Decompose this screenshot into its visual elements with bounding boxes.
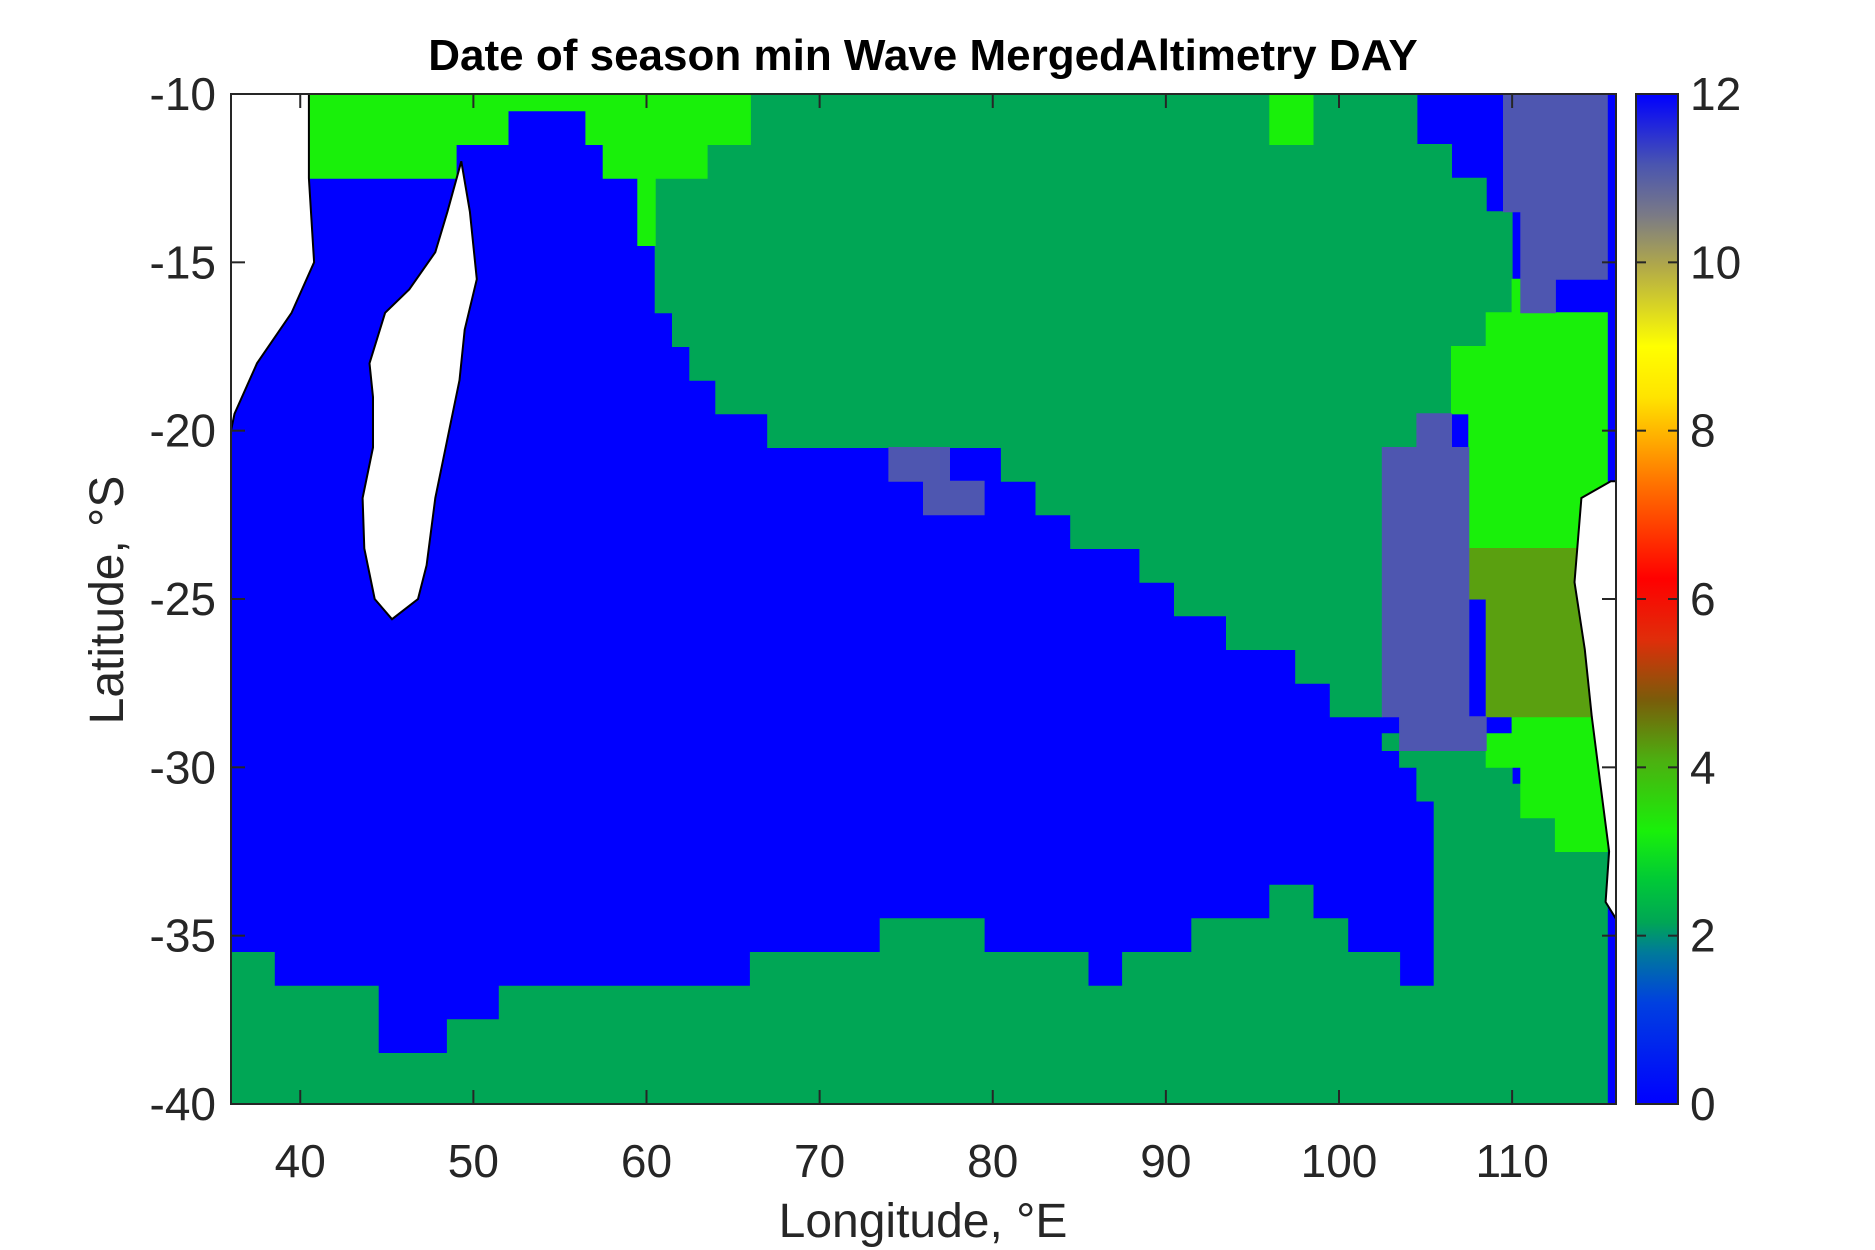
colorbar-tick-label: 4 [1690, 741, 1716, 793]
x-tick-label: 90 [1140, 1135, 1191, 1187]
x-tick-label: 70 [794, 1135, 845, 1187]
colorbar-tick-label: 6 [1690, 573, 1716, 625]
value-regions [231, 94, 1608, 1104]
x-tick-label: 100 [1301, 1135, 1378, 1187]
colorbar-tick-label: 2 [1690, 910, 1716, 962]
colorbar: 0 2 4 6 8 10 12 [1635, 68, 1741, 1130]
colorbar-tick-label: 12 [1690, 68, 1741, 120]
colorbar-tick-label: 0 [1690, 1078, 1716, 1130]
y-tick-label: -40 [150, 1078, 216, 1130]
land-masks [231, 94, 1616, 921]
y-tick-label: -35 [150, 910, 216, 962]
land-australia [1573, 480, 1616, 921]
y-tick-label: -30 [150, 741, 216, 793]
y-tick-label: -25 [150, 573, 216, 625]
x-tick-label: 40 [275, 1135, 326, 1187]
y-axis-label: Latitude, °S [81, 476, 134, 725]
region-value-11-9 [888, 447, 985, 516]
x-axis-label: Longitude, °E [779, 1195, 1068, 1248]
x-tick-label: 110 [1475, 1135, 1548, 1187]
x-axis: 40 50 60 70 80 90 100 110 [275, 94, 1549, 1187]
x-tick-label: 60 [621, 1135, 672, 1187]
chart-title: Date of season min Wave MergedAltimetry … [428, 31, 1417, 80]
colorbar-tick-label: 10 [1690, 236, 1741, 288]
region-value-3-5 [1485, 716, 1608, 852]
region-value-3-2 [308, 94, 751, 246]
y-tick-label: -15 [150, 236, 216, 288]
land-madagascar [361, 161, 478, 621]
y-tick-label: -10 [150, 68, 216, 120]
x-tick-label: 80 [967, 1135, 1018, 1187]
colorbar-ticks: 0 2 4 6 8 10 12 [1636, 68, 1741, 1130]
x-tick-label: 50 [448, 1135, 499, 1187]
region-value-11-8 [1381, 413, 1487, 751]
y-tick-label: -20 [150, 405, 216, 457]
region-value-2-0 [654, 94, 1513, 718]
land-africa [231, 94, 316, 431]
colorbar-tick-label: 8 [1690, 405, 1716, 457]
region-value-2-1 [231, 733, 1608, 1104]
region-value-3-3 [1269, 94, 1314, 145]
region-value-11-7 [1503, 94, 1608, 314]
y-axis: -10 -15 -20 -25 -30 -35 -40 [150, 68, 1616, 1130]
map-plot-area: 40 50 60 70 80 90 100 110 -10 -15 -20 -25 -30 -35 -40 [150, 68, 1617, 1187]
